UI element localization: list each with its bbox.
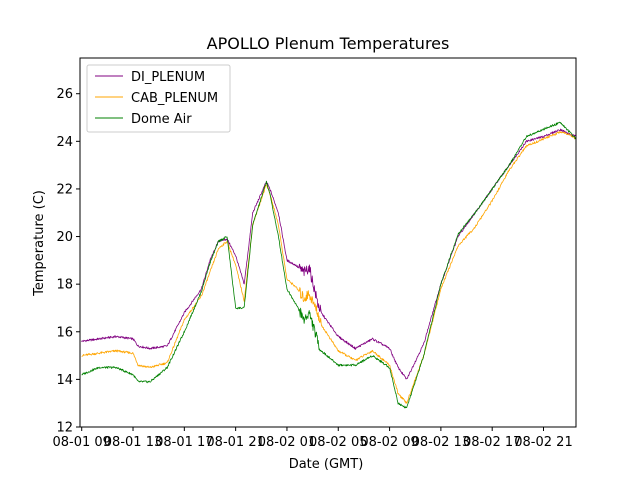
x-tick-label: 08-01 21 xyxy=(206,435,264,450)
plot-frame xyxy=(79,57,577,428)
x-tick-label: 08-01 17 xyxy=(155,435,213,450)
series-line-cab-plenum xyxy=(81,131,577,404)
chart-title: APOLLO Plenum Temperatures xyxy=(207,34,450,53)
y-tick-label: 24 xyxy=(56,135,73,150)
x-axis-label: Date (GMT) xyxy=(289,457,364,472)
legend-label-dome-air: Dome Air xyxy=(131,112,192,127)
x-tick-label: 08-02 01 xyxy=(258,435,316,450)
y-axis-label: Temperature (C) xyxy=(32,190,47,297)
y-tick-label: 26 xyxy=(56,87,73,102)
x-tick-label: 08-01 09 xyxy=(52,435,110,450)
x-tick-label: 08-02 09 xyxy=(360,435,418,450)
series-line-dome-air xyxy=(81,121,577,409)
y-tick-label: 16 xyxy=(56,325,73,340)
y-tick-label: 22 xyxy=(56,182,73,197)
x-tick-label: 08-02 13 xyxy=(412,435,470,450)
y-tick-label: 14 xyxy=(56,373,73,388)
y-tick-label: 20 xyxy=(56,230,73,245)
legend-box xyxy=(86,64,231,133)
x-tick-label: 08-02 17 xyxy=(463,435,521,450)
series-layer xyxy=(81,121,577,409)
x-tick-label: 08-02 05 xyxy=(309,435,367,450)
y-axis: 12 14 16 18 20 22 24 26 xyxy=(56,87,80,436)
legend-label-cab-plenum: CAB_PLENUM xyxy=(131,91,218,106)
x-tick-label: 08-02 21 xyxy=(514,435,572,450)
y-tick-label: 18 xyxy=(56,278,73,293)
x-tick-label: 08-01 13 xyxy=(104,435,162,450)
y-tick-label: 12 xyxy=(56,421,73,436)
legend: DI_PLENUM CAB_PLENUM Dome Air xyxy=(86,64,231,133)
legend-label-di-plenum: DI_PLENUM xyxy=(131,70,205,85)
